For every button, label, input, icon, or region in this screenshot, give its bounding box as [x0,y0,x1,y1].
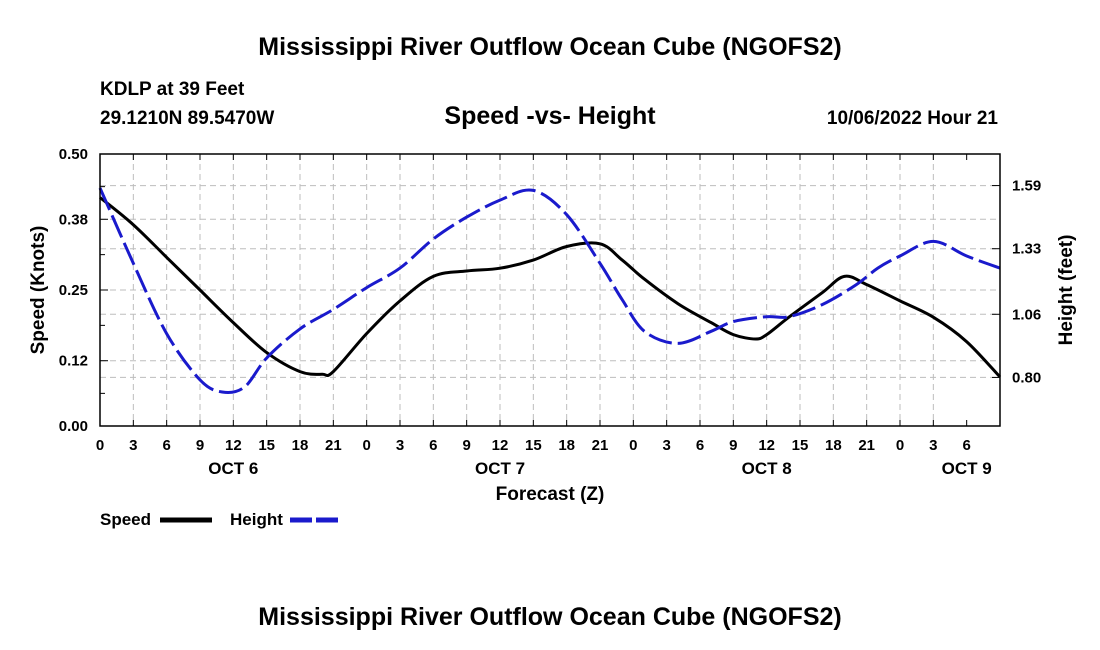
x-tick-label: 12 [758,437,775,454]
page-title: Mississippi River Outflow Ocean Cube (NG… [258,33,841,61]
x-tick-label: 21 [592,437,609,454]
x-tick-label: 3 [396,437,404,454]
day-label: OCT 7 [475,459,525,478]
y-left-tick-label: 0.38 [59,211,88,228]
x-tick-label: 3 [129,437,137,454]
x-tick-label: 0 [896,437,904,454]
x-tick-label: 12 [492,437,509,454]
day-label: OCT 8 [742,459,792,478]
legend: Speed Height [100,510,342,529]
y-right-title: Height (feet) [1056,235,1077,346]
day-label: OCT 9 [942,459,992,478]
coords-label: 29.1210N 89.5470W [100,108,274,129]
y-right-tick-label: 1.06 [1012,306,1041,323]
x-tick-label: 6 [162,437,170,454]
x-tick-label: 21 [858,437,875,454]
datetime-label: 10/06/2022 Hour 21 [827,108,999,129]
y-left-tick-label: 0.00 [59,418,88,435]
station-label: KDLP at 39 Feet [100,79,245,100]
day-label: OCT 6 [208,459,258,478]
x-tick-label: 21 [325,437,342,454]
gridlines [100,154,1000,426]
legend-speed-label: Speed [100,510,151,529]
x-tick-label: 3 [662,437,670,454]
series-lines [98,187,1002,395]
x-tick-label: 15 [792,437,809,454]
chart-subtitle: Speed -vs- Height [444,102,656,130]
x-tick-label: 18 [825,437,842,454]
plot-frame [99,153,1001,427]
x-tick-label: 9 [729,437,737,454]
x-tick-label: 9 [196,437,204,454]
y-left-tick-label: 0.25 [59,282,88,299]
x-tick-label: 6 [962,437,970,454]
x-tick-label: 0 [96,437,104,454]
y-left-tick-label: 0.50 [59,146,88,163]
x-tick-label: 15 [258,437,275,454]
y-right-tick-label: 1.33 [1012,241,1041,258]
x-tick-label: 18 [558,437,575,454]
tick-labels: 0 3 6 9 12 15 18 21 0 3 6 9 12 15 18 21 0 3 6 9 12 15 18 21 0 3 6 O… [59,146,1041,478]
y-right-tick-label: 1.59 [1012,178,1041,195]
height-series-line [98,187,1001,395]
x-tick-label: 6 [429,437,437,454]
x-tick-label: 18 [292,437,309,454]
x-tick-label: 0 [362,437,370,454]
legend-height-label: Height [230,510,283,529]
x-axis-title: Forecast (Z) [496,484,605,505]
y-right-tick-label: 0.80 [1012,369,1041,386]
speed-series-line [99,196,1002,379]
y-left-tick-label: 0.12 [59,353,88,370]
x-tick-label: 3 [929,437,937,454]
x-tick-label: 0 [629,437,637,454]
x-tick-label: 9 [462,437,470,454]
x-tick-label: 15 [525,437,542,454]
footer-title: Mississippi River Outflow Ocean Cube (NG… [258,603,841,631]
y-left-title: Speed (Knots) [28,226,49,355]
x-tick-label: 6 [696,437,704,454]
x-tick-label: 12 [225,437,242,454]
